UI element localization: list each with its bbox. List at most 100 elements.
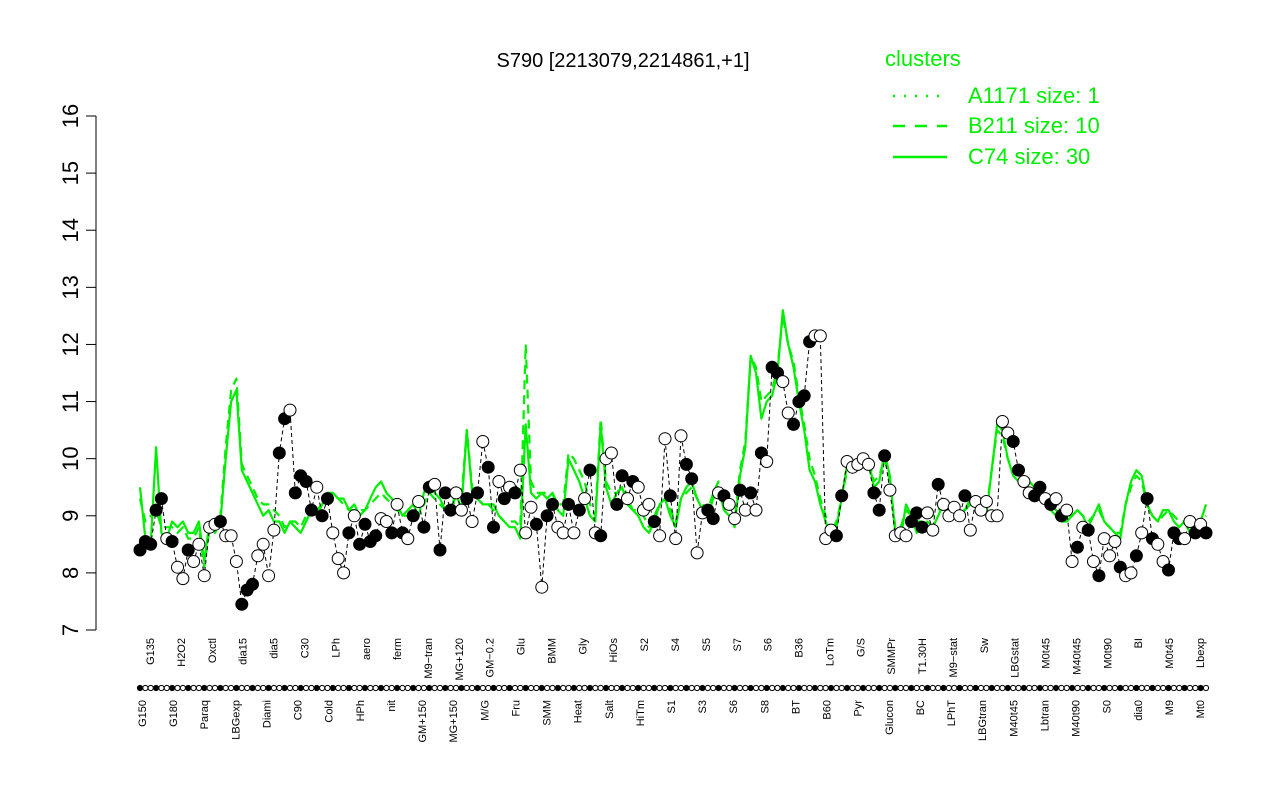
x-tick-mark bbox=[602, 684, 610, 692]
x-tick-mark bbox=[1031, 684, 1038, 692]
x-tick-mark bbox=[544, 684, 551, 692]
x-tick-mark bbox=[677, 684, 685, 692]
x-tick-mark bbox=[951, 684, 958, 692]
x-tick-mark bbox=[731, 684, 738, 692]
x-tick-mark bbox=[645, 684, 652, 692]
x-tick-mark bbox=[881, 684, 888, 692]
x-tick-label-top: HiOs bbox=[608, 638, 620, 663]
x-tick-label-top: Gly bbox=[577, 638, 589, 655]
data-point bbox=[829, 529, 843, 543]
legend-entry-a1171: A1171 size: 1 bbox=[968, 83, 1100, 108]
data-point bbox=[465, 515, 479, 528]
data-point bbox=[685, 472, 699, 486]
data-point bbox=[171, 560, 184, 574]
x-tick-mark bbox=[1117, 684, 1124, 692]
data-point bbox=[572, 503, 586, 517]
x-tick-mark bbox=[988, 684, 995, 692]
data-point bbox=[872, 503, 886, 517]
x-tick-label-top: Sw bbox=[979, 638, 991, 653]
data-point bbox=[1049, 492, 1063, 506]
x-tick-mark bbox=[549, 684, 556, 692]
data-point bbox=[449, 486, 463, 500]
x-tick-label-top: M0t45 bbox=[1041, 638, 1053, 669]
data-point bbox=[1129, 549, 1143, 563]
data-point bbox=[787, 417, 800, 431]
x-tick-mark bbox=[993, 684, 1001, 692]
x-tick-mark bbox=[340, 684, 347, 692]
data-point bbox=[594, 529, 608, 543]
x-tick-mark bbox=[211, 684, 219, 692]
x-tick-mark bbox=[790, 684, 797, 692]
x-tick-label-top: H2O2 bbox=[176, 638, 188, 667]
data-point bbox=[406, 509, 420, 523]
data-point bbox=[562, 497, 575, 511]
data-point bbox=[529, 517, 543, 531]
x-tick-mark bbox=[292, 684, 299, 692]
x-tick-mark bbox=[924, 684, 931, 692]
x-tick-mark bbox=[254, 684, 261, 692]
x-tick-mark bbox=[249, 684, 256, 692]
x-tick-mark bbox=[195, 684, 203, 692]
x-tick-label-top: BMM bbox=[546, 638, 558, 664]
legend-title: clusters bbox=[885, 46, 961, 71]
x-tick-mark bbox=[265, 684, 272, 692]
x-tick-mark bbox=[688, 684, 695, 692]
x-tick-mark bbox=[238, 684, 245, 692]
data-point bbox=[492, 475, 506, 488]
x-tick-mark bbox=[1101, 684, 1108, 692]
x-tick-mark bbox=[811, 684, 819, 692]
x-tick-mark bbox=[656, 684, 663, 692]
x-tick-label-bottom: dia0 bbox=[1133, 700, 1145, 721]
x-tick-mark bbox=[1068, 684, 1076, 692]
data-point bbox=[1081, 523, 1095, 537]
x-tick-mark bbox=[458, 684, 465, 692]
x-tick-label-bottom: Diami bbox=[261, 700, 273, 728]
data-point bbox=[1199, 526, 1213, 540]
x-tick-label-top: dia5 bbox=[269, 638, 281, 659]
x-tick-mark bbox=[538, 684, 545, 692]
x-tick-mark bbox=[972, 684, 979, 692]
data-point bbox=[653, 529, 667, 543]
data-point bbox=[931, 477, 945, 491]
x-tick-label-bottom: SMM bbox=[542, 700, 554, 726]
legend-entry-b211: B211 size: 10 bbox=[968, 113, 1100, 138]
data-point bbox=[417, 520, 431, 534]
data-point bbox=[781, 406, 795, 420]
x-tick-label-bottom: Heat bbox=[573, 700, 585, 723]
data-point bbox=[1006, 435, 1020, 448]
data-point bbox=[1070, 540, 1084, 554]
x-tick-label-bottom: G180 bbox=[168, 700, 180, 727]
x-tick-label-bottom: C90 bbox=[293, 700, 305, 720]
x-tick-mark bbox=[876, 684, 883, 692]
x-tick-mark bbox=[1202, 684, 1210, 692]
x-tick-mark bbox=[913, 684, 920, 692]
x-tick-mark bbox=[185, 684, 192, 692]
x-tick-mark bbox=[908, 684, 915, 692]
x-tick-mark bbox=[667, 684, 674, 692]
data-point bbox=[299, 475, 313, 488]
x-tick-mark bbox=[179, 684, 186, 692]
x-tick-mark bbox=[1170, 684, 1177, 692]
x-tick-mark bbox=[388, 684, 395, 692]
data-point bbox=[1135, 526, 1149, 540]
x-tick-mark bbox=[608, 684, 615, 692]
data-point bbox=[353, 537, 367, 551]
data-point bbox=[513, 463, 527, 477]
data-point bbox=[546, 497, 559, 511]
x-tick-mark bbox=[169, 684, 176, 692]
x-tick-mark bbox=[201, 684, 208, 692]
x-tick-mark bbox=[152, 684, 160, 692]
y-tick-label: 10 bbox=[58, 446, 83, 470]
data-point bbox=[862, 457, 875, 471]
x-tick-label-top: C30 bbox=[299, 638, 311, 658]
x-tick-label-bottom: MG+150 bbox=[448, 700, 460, 743]
x-tick-mark bbox=[1181, 684, 1188, 692]
data-point bbox=[744, 486, 758, 500]
x-tick-mark bbox=[426, 684, 433, 692]
x-tick-mark bbox=[651, 684, 658, 692]
data-point bbox=[379, 515, 393, 528]
data-point bbox=[315, 509, 329, 523]
x-tick-mark bbox=[849, 684, 856, 692]
x-tick-mark bbox=[1138, 684, 1145, 692]
x-tick-mark bbox=[699, 684, 706, 692]
